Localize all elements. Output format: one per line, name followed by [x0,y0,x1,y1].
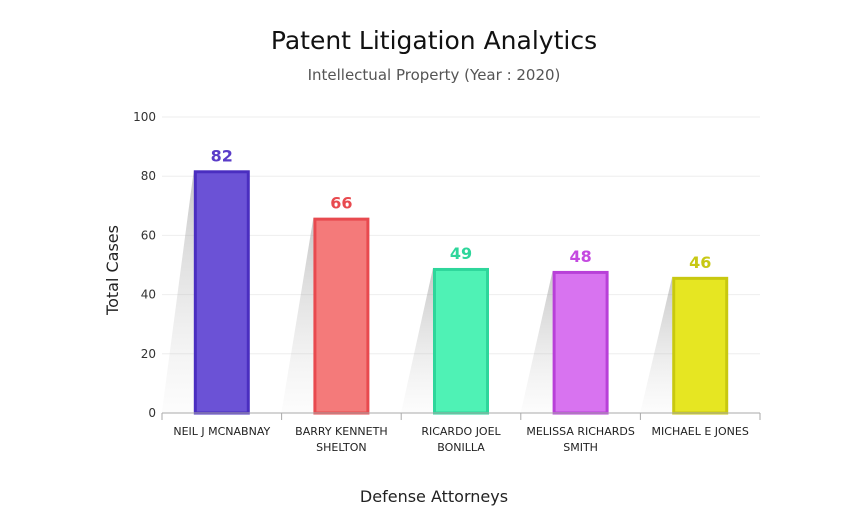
x-category-label: NEIL J MCNABNAY [173,425,270,438]
bar [433,267,489,415]
y-axis-title: Total Cases [103,225,122,316]
chart-title: Patent Litigation Analytics [271,26,597,55]
bar-shadow [520,270,553,413]
y-tick-label: 80 [141,169,156,183]
bar-value-label: 82 [211,146,233,165]
bar-value-label: 66 [330,194,352,213]
y-tick-label: 60 [141,228,156,242]
bar-shadow [640,276,673,413]
bar-shadow [401,267,433,413]
chart-subtitle: Intellectual Property (Year : 2020) [308,66,561,84]
bar [313,217,370,415]
bar [672,276,729,415]
y-tick-label: 40 [141,288,156,302]
bar-value-label: 48 [569,247,591,266]
bar-shadow [281,217,314,413]
x-category-label: MELISSA RICHARDS SMITH [526,425,634,454]
bar-shadows [161,170,673,413]
y-tick-label: 100 [133,110,156,124]
bar [193,170,250,415]
bar [552,270,609,415]
y-tick-label: 0 [148,406,156,420]
x-category-label: MICHAEL E JONES [652,425,749,438]
x-category-label: BARRY KENNETH SHELTON [295,425,387,454]
x-axis-title: Defense Attorneys [360,487,508,506]
bars [193,170,729,415]
bar-shadow [161,170,194,413]
y-tick-label: 20 [141,347,156,361]
x-category-label: RICARDO JOEL BONILLA [421,425,501,454]
labels: 0 20 40 60 80 100 82 NEIL J MCNABNAY 66 BARRY KEN… [133,110,749,454]
axes [161,412,761,420]
bar-value-label: 46 [689,253,711,272]
bar-value-label: 49 [450,244,472,263]
